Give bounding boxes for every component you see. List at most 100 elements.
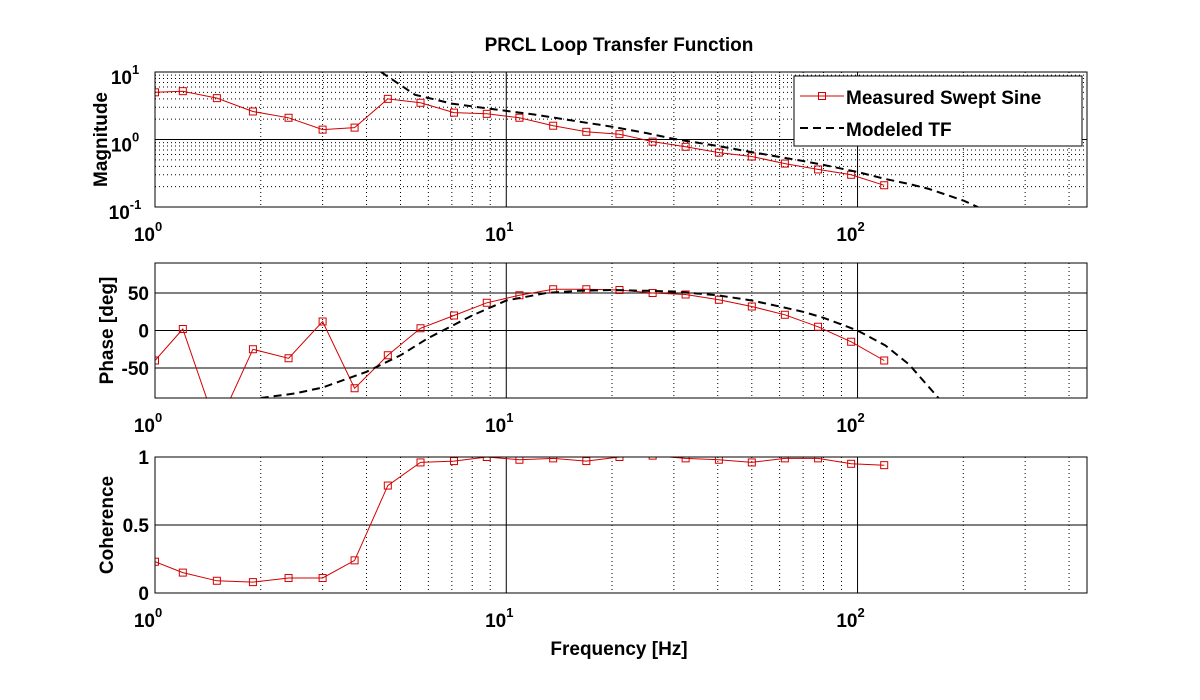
y-tick-label: -50 <box>122 359 149 380</box>
model-series <box>380 72 979 207</box>
y-axis-label: Coherence <box>97 476 118 574</box>
data-point <box>318 125 327 134</box>
data-point <box>318 317 327 326</box>
y-tick-label: 100 <box>111 130 139 157</box>
data-point <box>880 461 889 470</box>
data-point <box>248 345 257 354</box>
tick-label-exponent: 2 <box>857 219 864 234</box>
y-tick-label: 0 <box>138 584 149 605</box>
data-point <box>350 556 359 565</box>
data-point <box>178 568 187 577</box>
tick-label-base: 102 <box>836 410 864 437</box>
data-point <box>178 325 187 333</box>
y-tick-label: 10-1 <box>109 197 142 224</box>
tick-label-base: 102 <box>836 219 864 246</box>
data-point <box>648 289 657 297</box>
data-point <box>482 109 491 118</box>
tick-label-exponent: -1 <box>130 197 142 212</box>
y-grid <box>155 292 1087 369</box>
tick-label-base: 100 <box>111 130 139 157</box>
measured-series <box>155 457 889 587</box>
tick-label-base: 101 <box>485 410 513 437</box>
data-point <box>416 98 425 107</box>
data-point <box>416 324 425 333</box>
data-point <box>681 457 690 463</box>
data-point <box>880 356 889 365</box>
y-axis-label: Phase [deg] <box>97 277 118 385</box>
data-point <box>155 557 159 566</box>
data-point <box>248 578 257 587</box>
x-tick-label: 101 <box>485 410 513 437</box>
data-point <box>648 137 657 146</box>
tick-label-exponent: 1 <box>132 62 139 77</box>
x-tick-label: 102 <box>836 605 864 632</box>
measured-line <box>155 90 885 186</box>
tick-label-base: 101 <box>111 62 139 89</box>
data-point <box>450 457 459 466</box>
data-point <box>582 127 591 136</box>
tick-label-exponent: 2 <box>857 605 864 620</box>
y-tick-label: 0.5 <box>123 516 150 537</box>
data-point <box>582 285 591 294</box>
y-axis-label: Magnitude <box>91 92 112 187</box>
data-point <box>880 181 889 190</box>
chart-title: PRCL Loop Transfer Function <box>485 35 754 56</box>
y-grid <box>155 456 1087 594</box>
data-point <box>350 123 359 132</box>
x-tick-label: 102 <box>836 219 864 246</box>
measured-line <box>155 288 885 398</box>
data-point <box>248 107 257 116</box>
measured-series <box>155 285 889 432</box>
data-point <box>515 457 524 464</box>
tick-label-base: 100 <box>134 219 162 246</box>
model-line <box>260 288 940 398</box>
data-point <box>648 457 657 460</box>
data-point <box>814 165 823 174</box>
tick-label-exponent: 1 <box>506 605 513 620</box>
y-tick-label: 101 <box>111 62 139 89</box>
data-point <box>284 574 293 583</box>
axes-frame <box>154 456 1088 594</box>
x-axis-label: Frequency [Hz] <box>550 639 687 660</box>
data-point <box>847 337 856 346</box>
legend-label-measured: Measured Swept Sine <box>846 88 1041 109</box>
tick-label-exponent: 0 <box>155 605 162 620</box>
x-tick-label: 102 <box>836 410 864 437</box>
measured-line <box>155 457 885 583</box>
data-point <box>213 425 220 432</box>
legend-item-model: Modeled TF <box>800 120 952 141</box>
data-point <box>681 290 690 299</box>
data-point <box>780 310 789 319</box>
data-point <box>582 457 591 466</box>
legend: Measured Swept Sine Modeled TF <box>793 75 1083 147</box>
data-point <box>416 458 425 467</box>
data-point <box>714 457 723 464</box>
data-point <box>615 130 624 139</box>
y-tick-label: 50 <box>128 284 149 305</box>
tick-label-exponent: 0 <box>132 130 139 145</box>
data-point <box>284 354 293 363</box>
data-point <box>155 88 159 97</box>
data-point <box>450 108 459 117</box>
data-point <box>714 148 723 157</box>
x-grid <box>154 72 1070 207</box>
x-tick-label: 100 <box>134 219 162 246</box>
tick-label-base: 101 <box>485 605 513 632</box>
data-point <box>747 458 756 467</box>
data-point <box>383 94 392 103</box>
panel-coherence: 1 0.5 0 Coherence <box>97 448 1088 605</box>
tick-label-exponent: 0 <box>155 410 162 425</box>
data-point <box>318 574 327 583</box>
legend-label-model: Modeled TF <box>846 120 952 141</box>
tick-label-exponent: 1 <box>506 410 513 425</box>
y-tick-label: 0 <box>138 322 149 343</box>
data-point <box>780 159 789 168</box>
tick-label-base: 101 <box>485 219 513 246</box>
tick-label-exponent: 2 <box>857 410 864 425</box>
tick-label-base: 102 <box>836 605 864 632</box>
x-tick-label: 100 <box>134 410 162 437</box>
data-point <box>383 351 392 360</box>
tick-label-base: 10-1 <box>109 197 142 224</box>
